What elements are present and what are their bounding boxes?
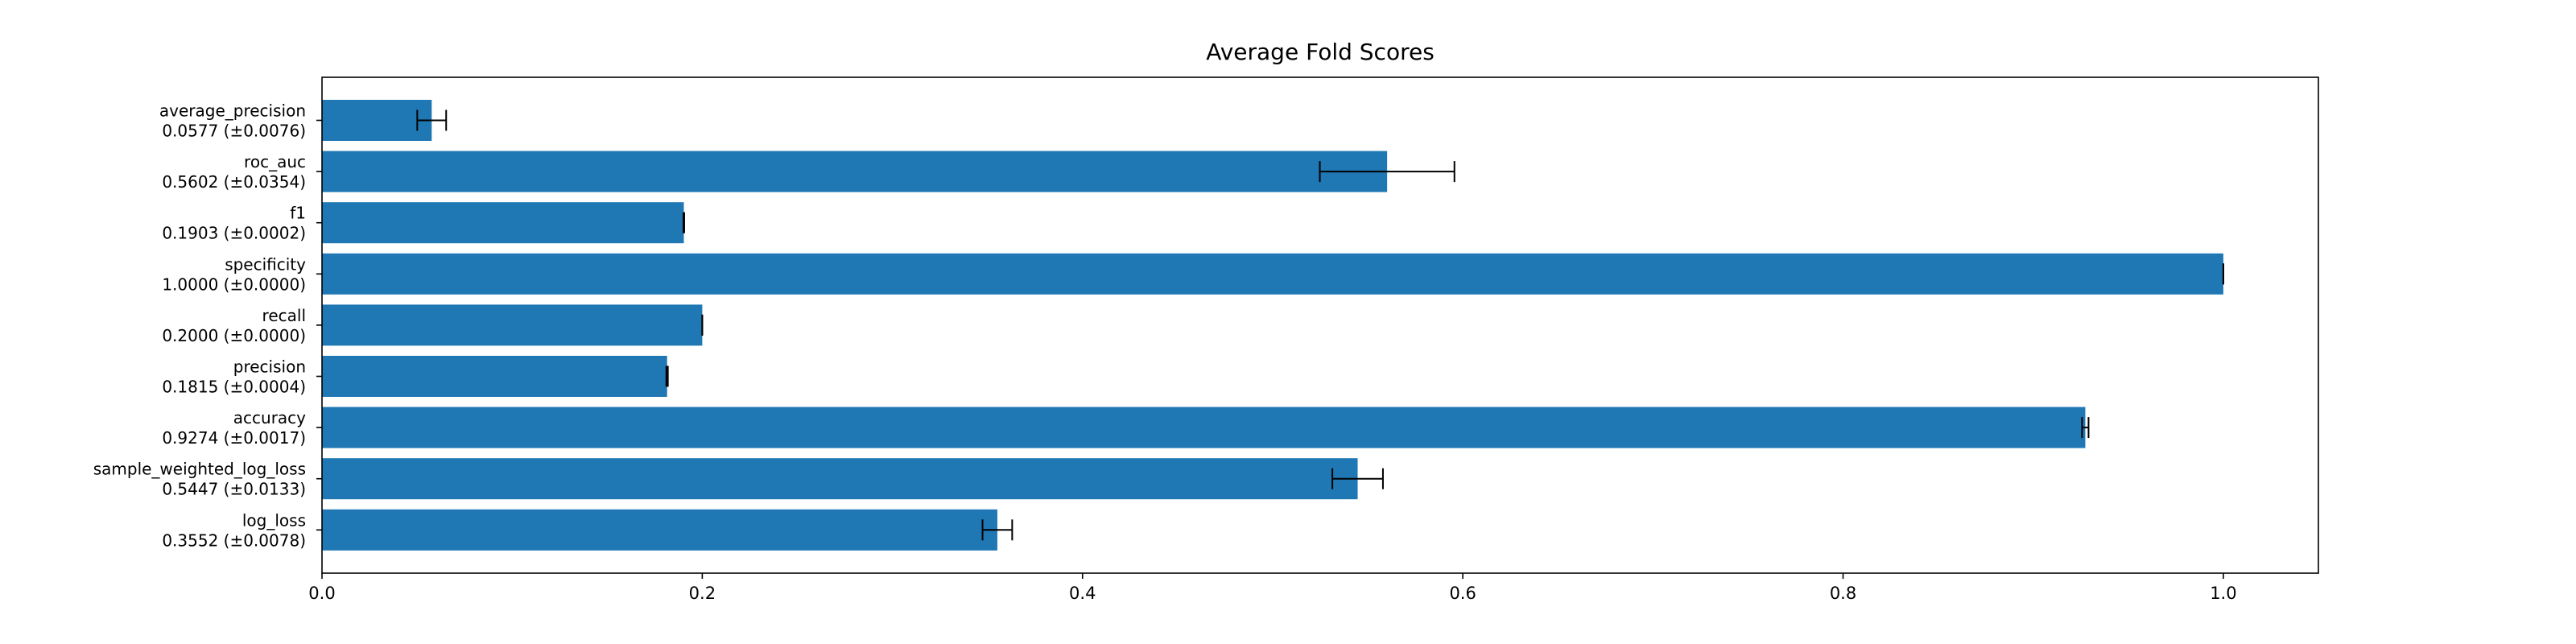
y-label-score: 0.2000 (±0.0000) (162, 326, 306, 345)
y-label-metric: f1 (290, 204, 306, 223)
y-label-metric: specificity (225, 254, 306, 274)
y-label-score: 0.5602 (±0.0354) (162, 172, 306, 192)
y-label-score: 0.3552 (±0.0078) (162, 530, 306, 550)
chart-title: Average Fold Scores (1206, 39, 1435, 65)
y-label-metric: recall (262, 306, 306, 325)
error-bar-precision (665, 365, 669, 387)
error-bar-log_loss (981, 519, 1013, 541)
bar-average_precision (322, 100, 432, 141)
plot-frame (321, 76, 2319, 574)
y-label-metric: roc_auc (244, 152, 306, 171)
bar-sample_weighted_log_loss (322, 458, 1358, 500)
x-tick-label: 0.4 (1069, 584, 1096, 603)
y-label-score: 0.9274 (±0.0017) (162, 428, 306, 448)
y-label-metric: accuracy (233, 408, 306, 427)
y-label-metric: sample_weighted_log_loss (93, 460, 306, 479)
y-label-metric: precision (233, 357, 306, 377)
x-tick-label: 0.2 (689, 584, 716, 603)
bars-layer (322, 100, 2223, 551)
x-axis: 0.0 0.2 0.4 0.6 0.8 1.0 (308, 573, 2237, 603)
error-bars-layer (416, 109, 2224, 541)
x-tick-label: 0.6 (1449, 584, 1476, 603)
error-bar-sample_weighted_log_loss (1331, 468, 1384, 489)
bar-roc_auc (322, 151, 1388, 192)
y-label-score: 0.1815 (±0.0004) (162, 378, 306, 397)
error-bar-accuracy (2081, 417, 2090, 439)
y-label-score: 0.0577 (±0.0076) (162, 122, 306, 141)
bar-f1 (322, 202, 684, 244)
bar-recall (322, 304, 703, 346)
x-tick-label: 0.0 (308, 584, 335, 603)
y-label-score: 1.0000 (±0.0000) (162, 275, 306, 294)
x-tick-label: 1.0 (2210, 584, 2236, 603)
y-label-score: 0.5447 (±0.0133) (162, 480, 306, 499)
error-bar-average_precision (416, 109, 448, 131)
x-tick-label: 0.8 (1830, 584, 1856, 603)
bar-specificity (322, 253, 2223, 295)
y-label-metric: average_precision (159, 101, 306, 121)
bar-accuracy (322, 407, 2086, 448)
y-label-metric: log_loss (242, 510, 306, 530)
error-bar-f1 (682, 212, 685, 233)
error-bar-roc_auc (1319, 161, 1455, 183)
y-label-score: 0.1903 (±0.0002) (162, 224, 306, 243)
bar-log_loss (322, 509, 997, 551)
bar-precision (322, 356, 667, 397)
